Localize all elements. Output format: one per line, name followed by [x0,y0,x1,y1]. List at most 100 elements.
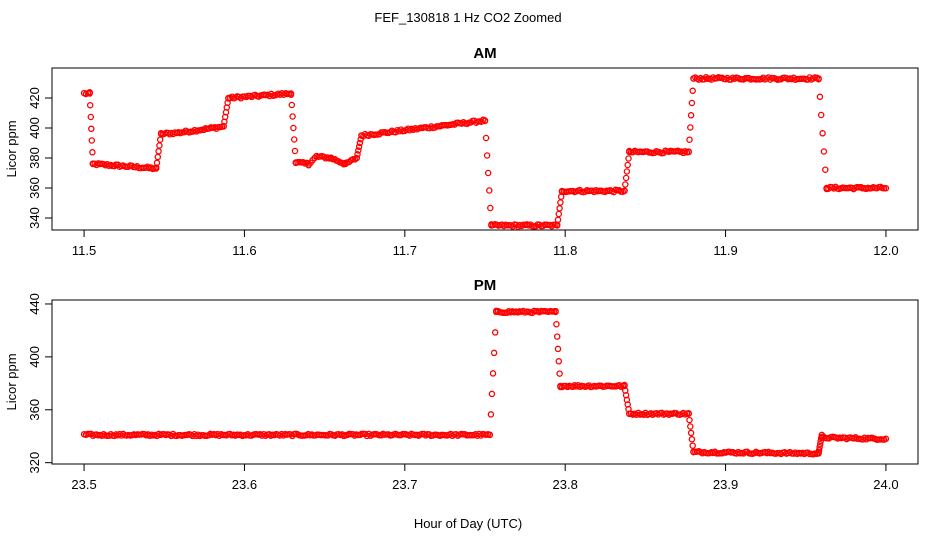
am-data-point [816,93,824,101]
am-data-point [487,204,494,212]
am-data-point [685,148,692,156]
pm-data-point [687,429,695,437]
am-data-point [481,117,489,124]
pm-xtick-label: 23.8 [553,477,578,492]
pm-data-point [688,436,696,443]
am-data-point [688,99,696,107]
pm-ytick-label: 360 [27,399,42,421]
am-xtick-label: 11.6 [232,243,256,258]
pm-data-point [687,423,694,430]
am-data-point [153,159,161,167]
am-ytick-label: 420 [27,87,42,109]
am-plot-frame [51,67,919,231]
am-data-point [154,153,162,161]
am-data-point [689,87,696,95]
am-data-point [514,223,522,230]
pm-data-point [816,440,824,448]
am-data-point [486,187,493,194]
am-data-point [289,113,296,120]
am-data-point [817,111,825,119]
am-data-point [355,147,362,154]
am-data-point [482,134,490,142]
am-data-point [353,154,360,162]
pm-ytick-label: 440 [27,293,42,315]
am-data-point [622,174,630,182]
pm-xtick-label: 23.7 [392,477,417,492]
am-ytick-label: 380 [27,147,42,169]
am-data-point [290,136,298,143]
pm-data-point [487,411,495,418]
am-data-points [80,74,890,230]
pm-ylabel: Licor ppm [4,353,19,410]
pm-data-point [816,443,823,451]
am-data-point [88,125,95,133]
pm-ytick-label: 400 [27,346,42,368]
pm-data-point [554,345,562,353]
am-data-point [156,142,163,149]
am-ytick-label: 360 [27,177,42,199]
am-xtick-label: 11.8 [553,243,577,258]
pm-data-point [556,370,563,377]
figure-suptitle: FEF_130818 1 Hz CO2 Zoomed [374,10,561,25]
am-data-point [287,90,295,97]
am-title: AM [473,45,496,62]
am-data-point [288,101,296,109]
am-xtick-label: 11.7 [393,243,417,258]
am-data-point [155,148,162,155]
pm-xtick-label: 23.6 [232,477,257,492]
am-data-point [354,151,361,158]
am-data-point [624,161,631,169]
am-data-point [687,124,694,131]
pm-data-point [486,431,494,439]
pm-data-point [491,329,499,336]
pm-data-point [686,416,693,424]
pm-xtick-label: 24.0 [873,477,898,492]
pm-data-points [80,307,890,458]
am-data-point [686,136,693,143]
am-xtick-label: 11.9 [713,243,737,258]
am-panel: AM Licor ppm 11.5 11.6 11.7 11.8 11.9 12.0 340 36… [4,45,919,258]
am-data-point [621,187,628,195]
am-data-point [820,148,828,155]
am-data-point [687,112,695,119]
am-data-point [622,181,629,188]
am-data-point [815,75,822,82]
pm-xtick-label: 23.9 [713,477,738,492]
am-ytick-label: 340 [27,207,42,229]
pm-data-point [553,320,560,328]
am-xtick-label: 12.0 [873,243,898,258]
pm-panel: PM Licor ppm 23.5 23.6 23.7 23.8 23.9 24.0 320 36… [4,277,919,492]
am-data-point [484,169,492,177]
pm-data-point [635,409,642,417]
pm-plot-frame [51,299,919,465]
figure-xlabel: Hour of Day (UTC) [414,516,522,531]
am-data-point [290,124,297,132]
am-data-point [355,143,363,151]
am-data-point [483,152,491,159]
pm-xtick-label: 23.5 [71,477,96,492]
am-data-point [554,216,562,224]
pm-ytick-label: 320 [27,452,42,474]
am-data-point [356,139,364,147]
pm-title: PM [474,277,497,294]
am-data-point [822,166,829,173]
am-data-point [555,210,563,218]
pm-data-point [488,390,496,398]
am-data-point [557,199,564,206]
pm-data-point [817,437,824,445]
am-data-point [556,205,563,212]
pm-data-point [489,370,497,377]
am-data-point [88,137,96,144]
am-data-point [89,149,96,156]
pm-data-point [685,410,692,417]
am-data-point [882,184,890,192]
pm-data-point [882,435,890,443]
am-xtick-label: 11.5 [72,243,96,258]
am-data-point [623,168,631,175]
pm-data-point [490,349,498,357]
am-data-point [86,101,94,109]
pm-data-point [689,442,696,449]
pm-data-point [552,308,559,316]
am-data-point [87,113,95,121]
